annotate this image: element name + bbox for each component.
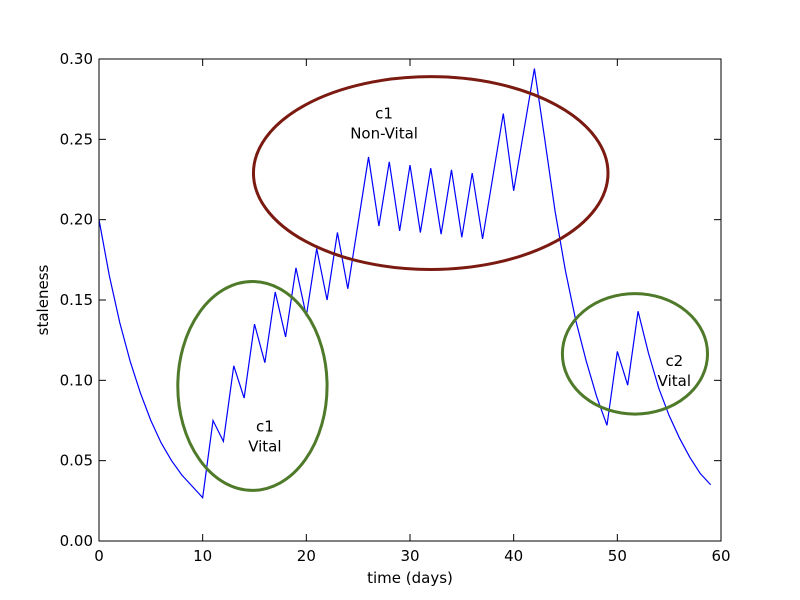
x-axis-label: time (days)	[367, 569, 453, 587]
y-tick-label: 0.30	[60, 50, 93, 68]
annotation-label: Vital	[658, 372, 691, 390]
annotation-ellipse-1	[251, 75, 610, 271]
annotation-ellipse-2	[560, 292, 710, 416]
y-tick-label: 0.00	[60, 532, 93, 550]
y-tick-label: 0.05	[60, 452, 93, 470]
annotation-label: Non-Vital	[350, 124, 418, 142]
x-tick-label: 30	[400, 547, 419, 565]
x-tick-label: 20	[297, 547, 316, 565]
annotation-layer: c1 Vital c1 Non-Vital c2 Vital	[176, 75, 710, 492]
y-tick-label: 0.10	[60, 371, 93, 389]
x-tick-label: 60	[711, 547, 730, 565]
annotation-label: Vital	[248, 438, 281, 456]
annotation-label: c1	[375, 104, 393, 122]
series-layer	[98, 68, 712, 499]
x-tick-label: 0	[94, 547, 104, 565]
y-tick-label: 0.25	[60, 130, 93, 148]
y-tick-label: 0.20	[60, 211, 93, 229]
tick-layer: 0 10 20 30 40 50 60 0.00 0.05 0.10 0.15 0.20 0.25 0.3…	[60, 50, 731, 565]
y-axis-label: staleness	[34, 264, 52, 335]
x-tick-label: 40	[504, 547, 523, 565]
annotation-label: c1	[256, 418, 274, 436]
y-tick-label: 0.15	[60, 291, 93, 309]
x-tick-label: 50	[608, 547, 627, 565]
annotation-label: c2	[665, 352, 683, 370]
series-line-0	[98, 68, 712, 499]
annotation-ellipse-0	[176, 280, 329, 492]
x-tick-label: 10	[193, 547, 212, 565]
